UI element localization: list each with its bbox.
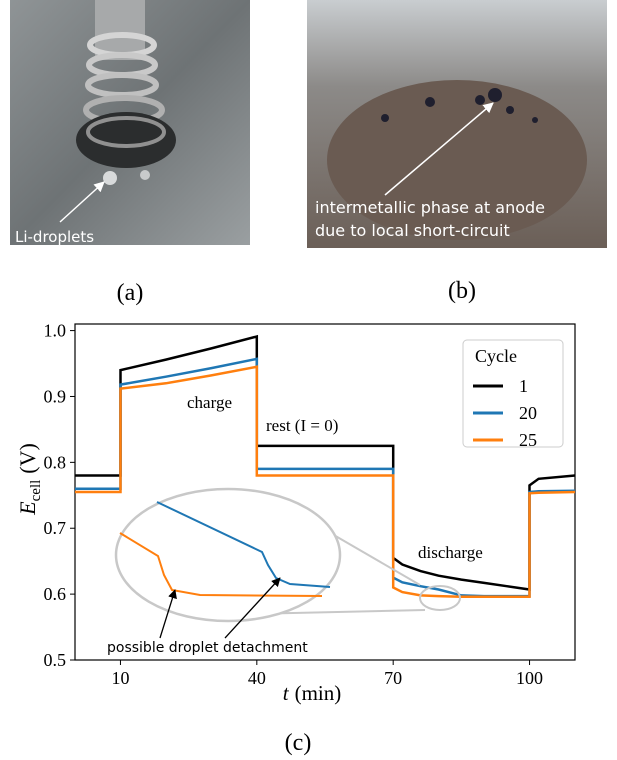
legend-box: [462, 339, 564, 448]
inset: [114, 487, 461, 639]
panel-label: (c): [285, 730, 312, 756]
x-axis-label: t (min): [283, 681, 342, 705]
x-tick-label: 70: [384, 668, 402, 688]
x-tick-label: 40: [248, 668, 266, 688]
y-tick-label: 0.8: [44, 452, 67, 472]
y-tick-label: 0.9: [44, 386, 67, 406]
legend-title: Cycle: [475, 346, 517, 366]
annotation: charge: [187, 393, 232, 412]
x-label-symbol: t: [283, 681, 290, 705]
legend-label: 20: [519, 403, 537, 423]
annotation: discharge: [418, 543, 483, 562]
legend-label: 25: [519, 430, 537, 450]
photo-annotation: intermetallic phase at anode: [315, 198, 545, 217]
y-tick-label: 0.7: [44, 518, 67, 538]
series-line: [75, 365, 576, 599]
photo-annotation: due to local short-circuit: [315, 221, 510, 240]
x-tick-label: 10: [111, 668, 129, 688]
y-tick-label: 1.0: [44, 321, 67, 341]
photo-a: [10, 0, 250, 245]
photo-b: [307, 0, 607, 248]
x-tick-label: 100: [516, 668, 543, 688]
y-tick-label: 0.5: [44, 650, 67, 670]
legend-label: 1: [519, 376, 528, 396]
series-line: [75, 334, 576, 591]
panel-label: (a): [117, 280, 144, 306]
photo-annotation: Li-droplets: [15, 228, 94, 246]
annotation: possible droplet detachment: [107, 640, 308, 656]
y-axis-label: Ecell (V): [15, 443, 44, 516]
y-label-symbol: E: [15, 501, 40, 516]
x-label-unit: (min): [295, 681, 342, 705]
panel-label: (b): [448, 278, 476, 304]
y-label-subscript: cell: [28, 480, 44, 502]
y-label-unit: (V): [15, 443, 40, 474]
y-tick-label: 0.6: [44, 584, 67, 604]
annotation: rest (I = 0): [266, 416, 338, 435]
